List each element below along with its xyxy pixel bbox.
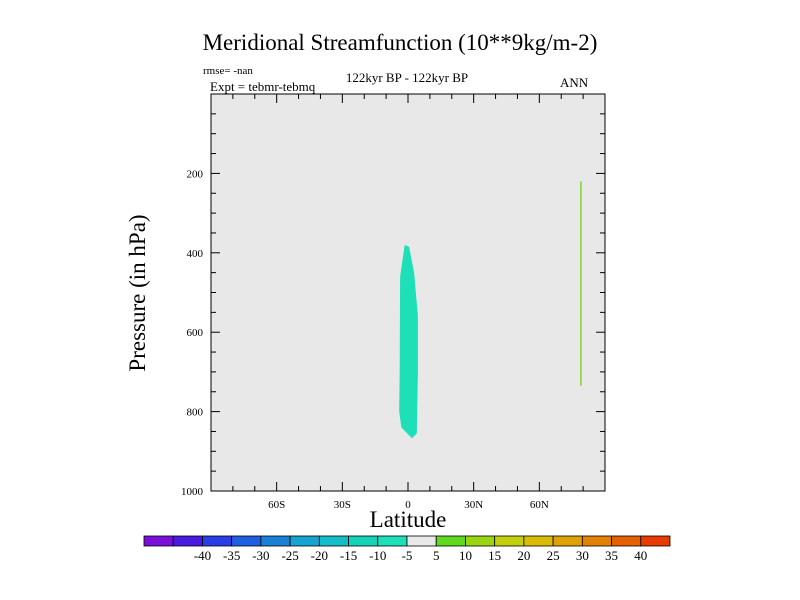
colorbar-label: -15: [340, 548, 357, 563]
x-tick-label: 60N: [530, 499, 549, 511]
x-axis-label: Latitude: [369, 507, 447, 532]
colorbar-box: [611, 535, 642, 547]
colorbar-box: [260, 535, 291, 547]
colorbar-label: 30: [576, 548, 589, 563]
colorbar-box: [377, 535, 408, 547]
negative-cell-equator: [399, 244, 418, 439]
colorbar-label: 5: [433, 548, 440, 563]
colorbar-box: [465, 535, 496, 547]
colorbar-label: 20: [517, 548, 530, 563]
colorbar-box: [523, 535, 554, 547]
colorbar-box: [552, 535, 583, 547]
y-tick-label: 600: [187, 327, 204, 339]
period-label: 122kyr BP - 122kyr BP: [345, 70, 469, 85]
colorbar-box: [172, 535, 203, 547]
x-tick-label: 60S: [268, 499, 285, 511]
colorbar-label: 40: [634, 548, 647, 563]
colorbar-box: [406, 535, 437, 547]
colorbar-label: 10: [459, 548, 472, 563]
colorbar-box: [348, 535, 379, 547]
colorbar-box: [289, 535, 320, 547]
colorbar-box: [202, 535, 233, 547]
colorbar-box: [581, 535, 612, 547]
experiment-label: Expt = tebmr-tebmq: [210, 79, 316, 94]
colorbar-label: -40: [194, 548, 211, 563]
colorbar-label: -20: [311, 548, 328, 563]
colorbar-label: -30: [252, 548, 269, 563]
colorbar-label: 15: [488, 548, 501, 563]
y-tick-label: 800: [187, 407, 204, 419]
x-tick-label: 0: [405, 499, 411, 511]
season-label: ANN: [560, 75, 589, 90]
colorbar-label: -5: [402, 548, 413, 563]
x-tick-label: 30N: [464, 499, 483, 511]
colorbar-box: [494, 535, 525, 547]
colorbar-label: 25: [547, 548, 560, 563]
y-tick-label: 400: [187, 248, 204, 260]
colorbar-box: [640, 535, 671, 547]
colorbar-label: -10: [369, 548, 386, 563]
colorbar-label: -35: [223, 548, 240, 563]
y-tick-label: 1000: [181, 486, 204, 498]
rmse-label: rmse= -nan: [203, 65, 253, 77]
colorbar-label: 35: [605, 548, 618, 563]
colorbar-box: [231, 535, 262, 547]
colorbar-box: [318, 535, 349, 547]
chart-title: Meridional Streamfunction (10**9kg/m-2): [202, 30, 598, 55]
x-tick-label: 30S: [334, 499, 351, 511]
y-tick-label: 200: [187, 168, 204, 180]
colorbar-label: -25: [281, 548, 298, 563]
colorbar-box: [435, 535, 466, 547]
colorbar-box: [143, 535, 174, 547]
